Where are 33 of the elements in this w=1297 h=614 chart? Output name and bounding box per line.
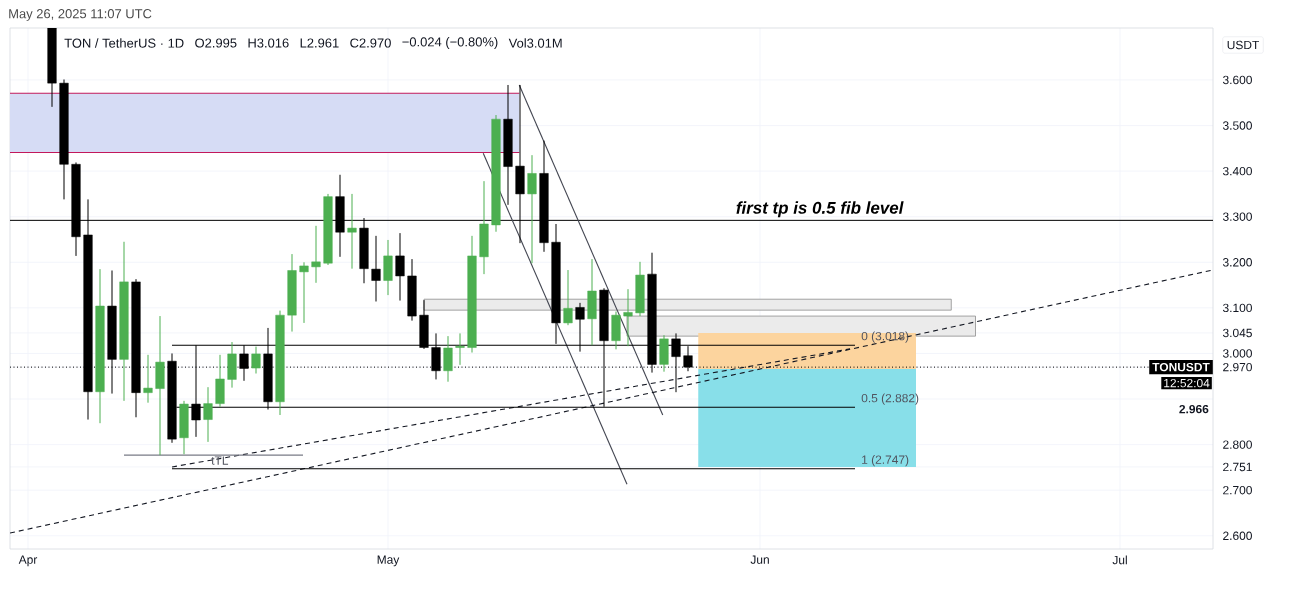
x-tick-label: Jul (1112, 555, 1127, 565)
annotation: O2.995 (195, 38, 237, 48)
annotation: H3.016 (248, 38, 289, 48)
annotation: C2.970 (350, 38, 391, 48)
annotation: 2.966 (1179, 404, 1209, 414)
y-tick-label: 3.600 (1222, 75, 1252, 85)
y-tick-label: 2.751 (1223, 462, 1252, 472)
annotation: −0.024 (−0.80%) (402, 36, 498, 50)
y-tick-label: 2.800 (1223, 440, 1252, 449)
y-tick-label: 2.600 (1223, 531, 1252, 541)
annotation: 1 (2.747) (862, 455, 909, 467)
y-tick-label: 3.200 (1222, 258, 1252, 267)
y-tick-label: 3.045 (1222, 328, 1252, 338)
annotation: 12:52:04 (1164, 378, 1210, 388)
annotation: L2.961 (300, 38, 339, 48)
x-tick-label: May (377, 555, 400, 567)
ref-line-label: TONUSDT (1152, 362, 1210, 372)
annotation: tTL (211, 456, 229, 465)
y-axis-title: USDT (1227, 40, 1260, 50)
annotation: Vol3.01M (508, 38, 562, 48)
chart-subtitle: May 26, 2025 11:07 UTC (9, 9, 152, 21)
y-tick-label: 2.700 (1223, 485, 1252, 495)
x-tick-label: Apr (18, 555, 38, 567)
text: TON / TetherUS · 1D (64, 38, 184, 48)
ref-line-label: first tp is 0.5 fib level (736, 201, 904, 218)
y-tick-label: 3.000 (1222, 349, 1252, 358)
y-tick-label: 3.400 (1222, 166, 1252, 176)
y-tick-label: 2.970 (1223, 362, 1252, 372)
y-tick-label: 3.300 (1222, 212, 1252, 221)
x-tick-label: Jun (750, 555, 769, 564)
annotation: 0 (3.018) (861, 331, 909, 343)
y-tick-label: 3.500 (1222, 121, 1252, 130)
y-tick-label: 3.100 (1222, 303, 1252, 313)
